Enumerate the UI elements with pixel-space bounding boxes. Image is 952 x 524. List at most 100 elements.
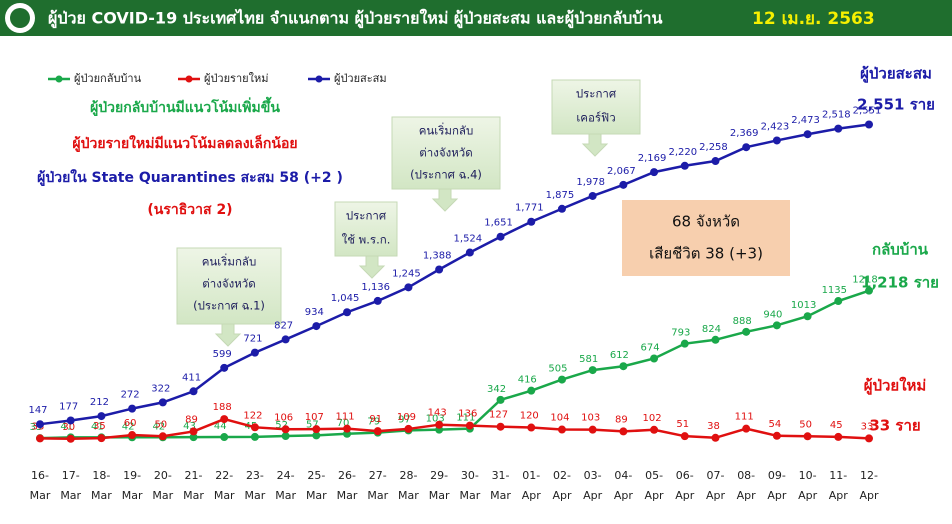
value-label: 322 [151, 383, 170, 394]
callout-box [176, 247, 282, 325]
value-label: 89 [615, 414, 628, 425]
data-point [250, 423, 259, 432]
note: ผู้ป่วยใน State Quarantines สะสม 58 (+2 … [37, 168, 343, 186]
summary-text: เสียชีวิต 38 (+3) [649, 245, 763, 263]
data-point [588, 191, 597, 200]
data-point [158, 398, 167, 407]
value-label: 97 [398, 414, 411, 425]
series-line [39, 289, 870, 440]
data-point [496, 395, 505, 404]
x-tick-label: 07-Apr [706, 469, 726, 502]
value-label: 1,136 [361, 282, 390, 293]
value-label: 38 [707, 421, 720, 432]
value-label: 111 [456, 413, 475, 424]
value-label: 2,369 [730, 128, 759, 139]
data-point [97, 434, 106, 443]
value-label: 120 [520, 411, 539, 422]
data-point [680, 339, 689, 348]
header-title: ผู้ป่วย COVID-19 ประเทศไทย จำแนกตาม ผู้ป… [48, 9, 662, 30]
data-point [650, 354, 659, 363]
callout-text: ใช้ พ.ร.ก. [342, 233, 391, 247]
x-tick-label: 02-Apr [552, 469, 572, 502]
end-label-total: 33 ราย [869, 417, 920, 435]
data-point [742, 143, 751, 152]
data-point [865, 286, 873, 295]
legend-marker [185, 75, 193, 83]
value-label: 1,245 [392, 268, 421, 279]
data-point [281, 425, 290, 434]
data-point [220, 415, 229, 424]
data-point [619, 180, 628, 189]
data-point [711, 335, 720, 344]
data-point [435, 420, 444, 429]
value-label: 2,220 [668, 147, 697, 158]
x-tick-label: 01-Apr [522, 469, 542, 502]
value-label: 103 [581, 413, 600, 424]
summary-box [622, 200, 790, 276]
value-label: 45 [830, 420, 843, 431]
end-label-name: ผู้ป่วยใหม่ [864, 377, 927, 396]
x-tick-label: 06-Apr [675, 469, 695, 502]
value-label: 42 [152, 421, 165, 432]
data-point [742, 424, 751, 433]
data-point [772, 136, 781, 145]
value-label: 2,169 [638, 153, 667, 164]
legend-marker [55, 75, 63, 83]
data-point [66, 434, 75, 443]
series-line [39, 417, 870, 441]
note: ผู้ป่วยรายใหม่มีแนวโน้มลดลงเล็กน้อย [72, 134, 297, 152]
data-point [250, 432, 259, 441]
value-label: 102 [643, 413, 662, 424]
value-label: 33 [861, 421, 874, 432]
data-point [281, 335, 290, 344]
end-label-name: กลับบ้าน [872, 241, 929, 259]
header-date: 12 เม.ย. 2563 [752, 9, 875, 29]
series-line [39, 123, 870, 426]
data-point [834, 297, 843, 306]
callout-text: ต่างจังหวัด [202, 277, 255, 291]
value-label: 674 [641, 342, 660, 353]
callout-text: ประกาศ [576, 87, 617, 101]
x-tick-label: 18-Mar [91, 469, 112, 502]
value-label: 793 [671, 328, 690, 339]
value-label: 1,524 [454, 234, 483, 245]
value-label: 51 [676, 419, 689, 430]
x-tick-label: 29-Mar [429, 469, 450, 502]
value-label: 2,423 [761, 121, 790, 132]
callout-box [551, 79, 641, 135]
x-tick-label: 12-Apr [859, 469, 879, 502]
x-tick-label: 23-Mar [245, 469, 266, 502]
data-point [711, 157, 720, 166]
value-label: 106 [274, 412, 293, 423]
logo-inner [10, 8, 30, 28]
callout-text: คนเริ่มกลับ [419, 123, 474, 138]
value-label: 212 [90, 397, 109, 408]
x-tick-label: 10-Apr [798, 469, 818, 502]
value-label: 50 [154, 419, 167, 430]
x-tick-label: 21-Mar [183, 469, 204, 502]
callout-box [334, 201, 398, 257]
callout-arrow [431, 188, 459, 212]
end-label-total: 2,551 ราย [857, 96, 935, 114]
note: (นราธิวาส 2) [147, 202, 232, 218]
data-point [312, 322, 321, 331]
data-point [834, 124, 843, 133]
value-label: 57 [306, 419, 319, 430]
value-label: 272 [121, 390, 140, 401]
value-label: 1,651 [484, 218, 513, 229]
data-point [557, 425, 566, 434]
value-label: 60 [124, 418, 137, 429]
value-label: 505 [548, 364, 567, 375]
value-label: 54 [769, 419, 782, 430]
legend-label: ผู้ป่วยรายใหม่ [204, 72, 268, 85]
data-point [588, 425, 597, 434]
value-label: 1,771 [515, 203, 544, 214]
value-label: 599 [213, 349, 232, 360]
value-label: 1218 [852, 275, 877, 286]
x-tick-label: 27-Mar [367, 469, 388, 502]
data-point [527, 386, 536, 395]
end-label-name: ผู้ป่วยสะสม [860, 65, 932, 84]
summary-text: 68 จังหวัด [672, 213, 740, 231]
data-point [803, 432, 812, 441]
note: ผู้ป่วยกลับบ้านมีแนวโน้มเพิ่มขึ้น [90, 96, 280, 116]
